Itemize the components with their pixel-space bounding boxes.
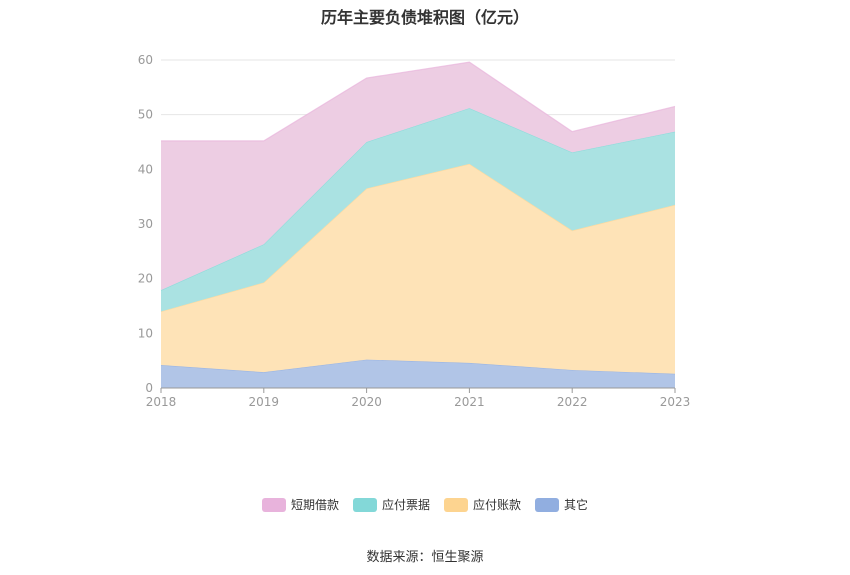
legend-swatch [535, 497, 560, 512]
y-tick-label: 50 [138, 108, 153, 122]
y-tick-label: 60 [138, 53, 153, 67]
x-tick-label: 2018 [146, 395, 177, 409]
area-series [160, 61, 676, 388]
axes: 0 10 20 30 40 50 60 2018 2019 2020 2021 2022 2023 [138, 53, 691, 409]
legend-item[interactable]: 其它 [535, 496, 588, 513]
area-短期借款[interactable] [161, 62, 675, 291]
y-tick-label: 10 [138, 326, 153, 340]
area-应付票据[interactable] [161, 108, 675, 312]
x-tick-label: 2019 [249, 395, 280, 409]
area-line-短期借款 [161, 61, 676, 142]
legend-swatch [261, 497, 286, 512]
y-tick-label: 30 [138, 217, 153, 231]
y-tick-label: 0 [145, 381, 153, 395]
legend-swatch [352, 497, 377, 512]
legend-item[interactable]: 应付票据 [352, 496, 430, 513]
y-tick-label: 40 [138, 162, 153, 176]
legend-label: 短期借款 [290, 498, 339, 512]
area-line-应付票据 [160, 107, 676, 291]
area-其它[interactable] [161, 359, 675, 388]
chart-title: 历年主要负债堆积图（亿元） [320, 8, 529, 27]
x-tick-label: 2022 [557, 395, 588, 409]
x-tick-label: 2021 [454, 395, 485, 409]
legend-item[interactable]: 应付账款 [444, 496, 521, 513]
legend-label: 其它 [564, 498, 589, 512]
data-source-note: 数据来源：恒生聚源 [366, 550, 484, 565]
legend: 短期借款 应付票据 应付账款 其它 [0, 496, 850, 513]
x-tick-label: 2020 [351, 395, 382, 409]
x-tick-label: 2023 [660, 395, 691, 409]
y-tick-label: 20 [138, 272, 153, 286]
area-应付账款[interactable] [161, 163, 675, 374]
legend-label: 应付票据 [381, 498, 430, 512]
legend-item[interactable]: 短期借款 [261, 496, 339, 513]
legend-label: 应付账款 [473, 498, 522, 512]
legend-swatch [444, 497, 468, 512]
